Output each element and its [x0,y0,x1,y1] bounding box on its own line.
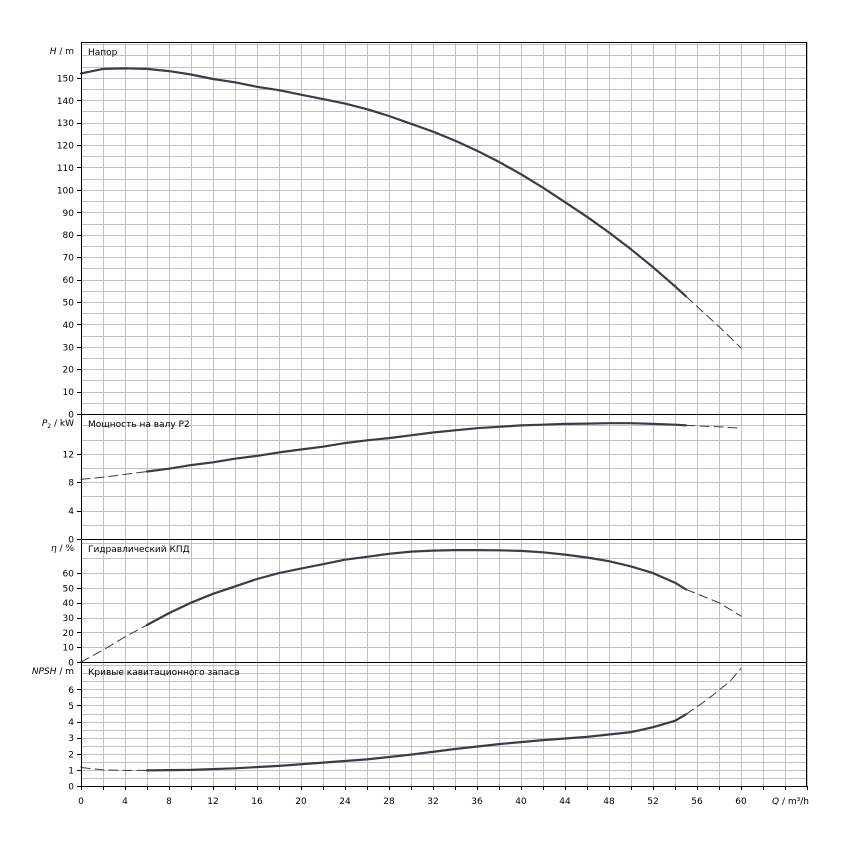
curve-series-dashed [685,588,742,617]
y-tick-label: 40 [63,321,75,331]
y-tick-label: 130 [57,119,74,129]
x-tick-label: 0 [78,797,84,807]
y-tick-label: 40 [63,599,75,609]
grid-layer [81,42,808,786]
x-axis-label: Q / m³/h [772,797,809,807]
x-axis-unit: / m³/h [779,797,809,807]
x-tick-label: 12 [207,797,218,807]
y-tick-label: 6 [68,686,74,696]
x-tick-label: 52 [647,797,658,807]
y-axis-unit: / m [56,667,74,677]
y-tick-label: 80 [63,231,75,241]
y-tick-label: 12 [63,450,74,460]
y-tick-label: 90 [63,209,75,219]
panel-title: Гидравлический КПД [88,545,190,555]
y-tick-label: 20 [63,629,75,639]
y-axis-unit: / kW [51,419,74,429]
panel-title: Мощность на валу P2 [88,420,190,430]
y-tick-label: 0 [68,536,74,546]
y-tick-label: 20 [63,366,75,376]
panel-frame [81,662,807,787]
y-tick-label: 4 [68,507,74,517]
x-axis-symbol: Q [772,797,779,807]
y-tick-label: 120 [57,142,74,152]
y-tick-label: 60 [63,276,75,286]
y-tick-label: 1 [68,766,74,776]
y-tick-label: 110 [57,164,74,174]
y-tick-label: 0 [68,659,74,669]
y-tick-label: 4 [68,718,74,728]
y-axis-label: NPSH / m [32,667,74,677]
x-tick-label: 16 [251,797,263,807]
curve-series-dashed [685,424,742,429]
x-tick-label: 8 [166,797,172,807]
panel-title: Напор [88,48,118,58]
x-tick-label: 24 [339,797,351,807]
x-tick-label: 56 [691,797,703,807]
curve-series-solid [145,422,688,473]
y-tick-label: 5 [68,702,74,712]
y-tick-label: 50 [63,298,75,308]
y-axis-symbol: η [51,544,57,554]
y-tick-label: 140 [57,97,74,107]
y-axis-symbol: P [42,419,48,429]
y-axis-label: P2 / kW [42,419,74,430]
y-tick-label: 30 [63,343,75,353]
y-axis-label: η / % [51,544,74,554]
curve-series-solid [145,713,688,772]
x-tick-label: 44 [559,797,571,807]
y-tick-label: 50 [63,584,75,594]
x-tick-label: 4 [122,797,128,807]
y-tick-label: 3 [68,734,74,744]
y-tick-label: 0 [68,783,74,793]
curve-series-dashed [80,471,148,480]
y-tick-label: 30 [63,614,75,624]
frame-layer [77,42,808,790]
curve-series-solid [79,67,688,298]
y-tick-label: 8 [68,479,74,489]
y-axis-unit: / % [57,544,75,554]
curve-layer [79,67,742,772]
y-axis-label: H / m [50,47,74,57]
x-tick-label: 48 [603,797,615,807]
y-tick-label: 10 [63,644,75,654]
y-axis-symbol: H [50,47,57,57]
curve-series-dashed [685,667,742,715]
y-tick-label: 70 [63,254,75,264]
y-tick-label: 100 [57,186,74,196]
y-tick-label: 150 [57,74,74,84]
x-tick-label: 36 [471,797,483,807]
x-tick-label: 60 [735,797,747,807]
curve-series-dashed [685,295,742,349]
curve-series-dashed [80,624,148,663]
x-tick-label: 28 [383,797,395,807]
panel-title: Кривые кавитационного запаса [88,668,240,678]
y-tick-label: 10 [63,388,75,398]
x-tick-label: 32 [427,797,438,807]
y-tick-label: 2 [68,750,74,760]
curve-series-solid [145,548,688,627]
y-axis-unit: / m [56,47,74,57]
y-tick-label: 60 [63,570,75,580]
y-axis-symbol: NPSH [32,667,57,677]
curve-series-dashed [80,767,148,771]
x-tick-label: 20 [295,797,307,807]
y-axis-subscript: 2 [47,423,51,430]
y-tick-label: 0 [68,411,74,421]
x-tick-label: 40 [515,797,527,807]
